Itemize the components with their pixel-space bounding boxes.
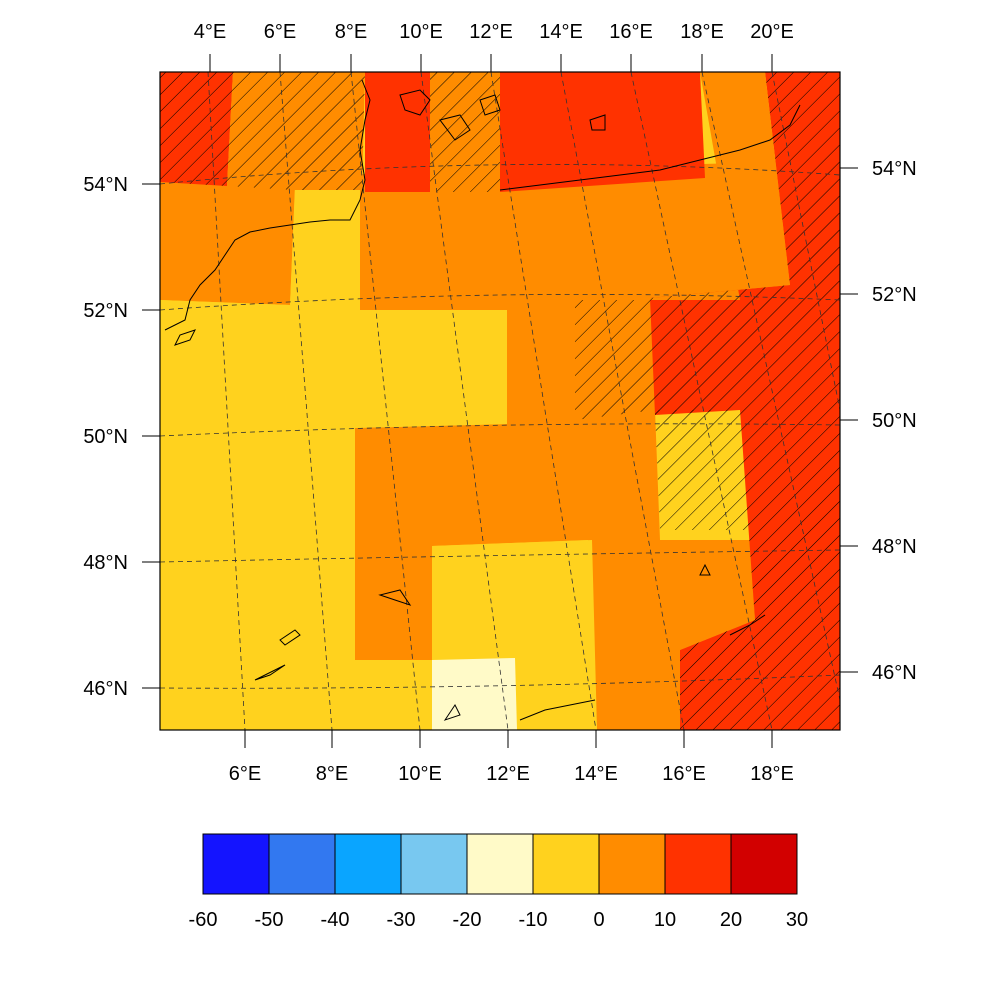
right-lat-label: 46°N: [872, 662, 917, 684]
colorbar-bin: [400, 833, 468, 895]
field-cell-0-10-west: [160, 182, 295, 305]
top-lon-label: 14°E: [539, 21, 583, 43]
top-lon-label: 6°E: [264, 21, 296, 43]
right-lat-label: 50°N: [872, 410, 917, 432]
hatch-region-2: [430, 72, 500, 192]
top-lon-label: 20°E: [750, 21, 794, 43]
colorbar-bin: [730, 833, 798, 895]
bottom-lon-label: 18°E: [750, 763, 794, 785]
colorbar-tick-label: 10: [654, 909, 676, 931]
field-cell-neg20-neg10: [432, 658, 517, 730]
colorbar-tick-label: 30: [786, 909, 808, 931]
top-lon-ticks: 4°E 6°E 8°E 10°E 12°E 14°E 16°E 18°E 20°E: [194, 21, 794, 72]
left-lat-label: 48°N: [83, 552, 128, 574]
right-lat-label: 48°N: [872, 536, 917, 558]
field-cell-0-10-topright: [650, 72, 790, 300]
hatch-region-3: [575, 300, 655, 420]
top-lon-label: 8°E: [335, 21, 367, 43]
plot-frame: [159, 71, 841, 731]
field-layer: [160, 72, 840, 730]
left-lat-label: 52°N: [83, 300, 128, 322]
bottom-lon-label: 6°E: [229, 763, 261, 785]
top-lon-label: 12°E: [469, 21, 513, 43]
field-cell-neg10-0-center: [432, 540, 597, 730]
bottom-lon-label: 14°E: [574, 763, 618, 785]
field-cell-10-20-n: [365, 72, 430, 192]
field-cell-10-20-ne: [500, 72, 705, 192]
bottom-lon-label: 12°E: [486, 763, 530, 785]
coastlines: [164, 79, 801, 721]
field-cell-neg10-0-west: [160, 190, 507, 730]
colorbar-tick-label: -20: [453, 909, 482, 931]
colorbar-bin: [532, 833, 600, 895]
colorbar-tick-label: 0: [593, 909, 604, 931]
right-lat-label: 54°N: [872, 158, 917, 180]
left-lat-label: 50°N: [83, 426, 128, 448]
colorbar-bin: [598, 833, 666, 895]
colorbar-bin: [664, 833, 732, 895]
right-lat-ticks: 46°N 48°N 50°N 52°N 54°N: [840, 158, 917, 684]
colorbar-tick-label: -60: [189, 909, 218, 931]
top-lon-label: 10°E: [399, 21, 443, 43]
graticule: [160, 72, 840, 730]
bottom-lon-label: 10°E: [398, 763, 442, 785]
hatch-region-1: [160, 72, 365, 190]
colorbar-tick-label: -10: [519, 909, 548, 931]
colorbar-bin: [202, 833, 270, 895]
colorbar-tick-label: 20: [720, 909, 742, 931]
left-lat-label: 46°N: [83, 678, 128, 700]
top-lon-label: 18°E: [680, 21, 724, 43]
hatch-region-5: [650, 72, 840, 730]
colorbar-tick-label: -40: [321, 909, 350, 931]
hatch-region-4: [655, 410, 750, 530]
left-lat-ticks: 46°N 48°N 50°N 52°N 54°N: [83, 174, 160, 700]
bottom-lon-label: 8°E: [316, 763, 348, 785]
right-lat-label: 52°N: [872, 284, 917, 306]
top-lon-label: 4°E: [194, 21, 226, 43]
colorbar-bin: [268, 833, 336, 895]
bottom-lon-label: 16°E: [662, 763, 706, 785]
colorbar-bin: [466, 833, 534, 895]
colorbar-tick-label: -30: [387, 909, 416, 931]
colorbar-tick-label: -50: [255, 909, 284, 931]
colorbar: -60 -50 -40 -30 -20 -10 0 10 20 30: [189, 833, 808, 931]
bottom-lon-ticks: 6°E 8°E 10°E 12°E 14°E 16°E 18°E: [229, 730, 794, 785]
top-lon-label: 16°E: [609, 21, 653, 43]
left-lat-label: 54°N: [83, 174, 128, 196]
colorbar-bin: [334, 833, 402, 895]
